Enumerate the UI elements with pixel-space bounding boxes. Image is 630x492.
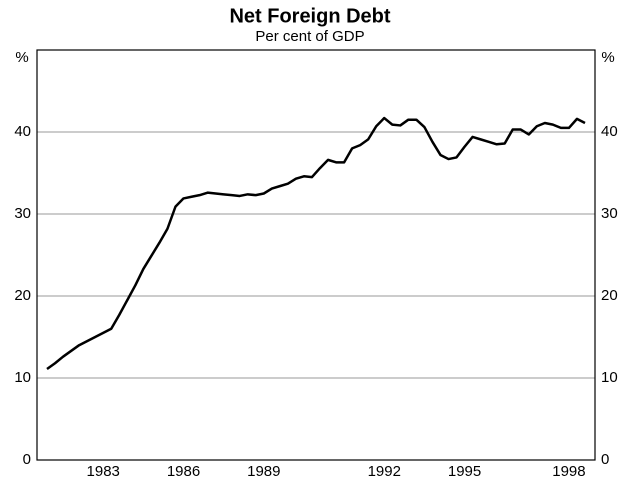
plot-frame: [36, 49, 596, 461]
x-tick-label: 1998: [552, 463, 585, 480]
y-unit-left: %: [15, 49, 28, 66]
chart-title: Net Foreign Debt: [229, 5, 390, 27]
data-line: [46, 116, 586, 370]
y-tick-label: 10: [14, 369, 31, 386]
x-tick-label: 1992: [368, 463, 401, 480]
y-tick-label: 40: [14, 123, 31, 140]
x-tick-label: 1989: [247, 463, 280, 480]
y-tick-label: 0: [23, 451, 31, 468]
chart-subtitle: Per cent of GDP: [255, 28, 364, 45]
y2-tick-label: 20: [601, 287, 618, 304]
y2-tick-label: 10: [601, 369, 618, 386]
y-unit-right: %: [601, 49, 614, 66]
y-tick-label: 20: [14, 287, 31, 304]
y2-tick-label: 30: [601, 205, 618, 222]
x-tick-label: 1986: [167, 463, 200, 480]
y2-tick-label: 0: [601, 451, 609, 468]
x-tick-label: 1983: [87, 463, 120, 480]
y-tick-label: 30: [14, 205, 31, 222]
y2-tick-label: 40: [601, 123, 618, 140]
x-tick-label: 1995: [448, 463, 481, 480]
